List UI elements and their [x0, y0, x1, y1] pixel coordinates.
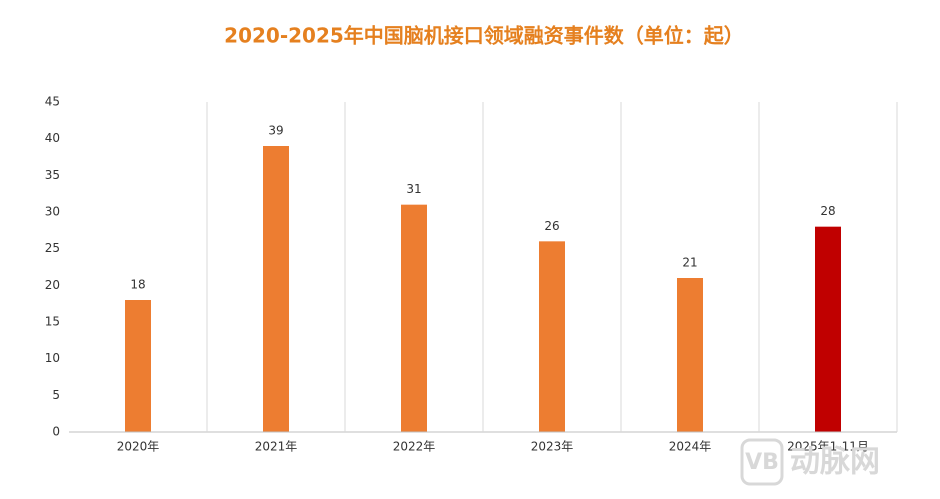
y-tick-label: 30: [45, 205, 60, 219]
y-tick-label: 15: [45, 315, 60, 329]
watermark-logo: VB: [745, 450, 779, 475]
y-tick-label: 40: [45, 131, 60, 145]
y-tick-label: 0: [52, 425, 60, 439]
bar: [539, 241, 565, 432]
chart-title: 2020-2025年中国脑机接口领域融资事件数（单位：起）: [224, 24, 744, 48]
data-label: 26: [544, 219, 559, 233]
x-tick-label: 2020年: [117, 440, 160, 454]
y-tick-label: 45: [45, 95, 60, 109]
x-tick-label: 2022年: [393, 440, 436, 454]
data-label: 21: [682, 256, 697, 270]
x-tick-label: 2023年: [531, 440, 574, 454]
y-tick-label: 5: [52, 388, 60, 402]
y-tick-label: 35: [45, 168, 60, 182]
bar: [401, 204, 427, 432]
y-tick-label: 20: [45, 278, 60, 292]
x-tick-label: 2024年: [669, 440, 712, 454]
bar: [815, 226, 841, 432]
data-label: 31: [406, 182, 421, 196]
bar: [263, 146, 289, 432]
x-tick-label: 2025年1-11月: [787, 440, 869, 454]
x-tick-label: 2021年: [255, 440, 298, 454]
data-label: 28: [820, 204, 835, 218]
data-label: 18: [130, 278, 145, 292]
bar: [125, 300, 151, 432]
watermark: 动脉网: [790, 445, 880, 480]
watermark-frame: [740, 438, 784, 486]
data-label: 39: [268, 124, 283, 138]
y-tick-label: 25: [45, 241, 60, 255]
bar: [677, 278, 703, 432]
y-tick-label: 10: [45, 351, 60, 365]
